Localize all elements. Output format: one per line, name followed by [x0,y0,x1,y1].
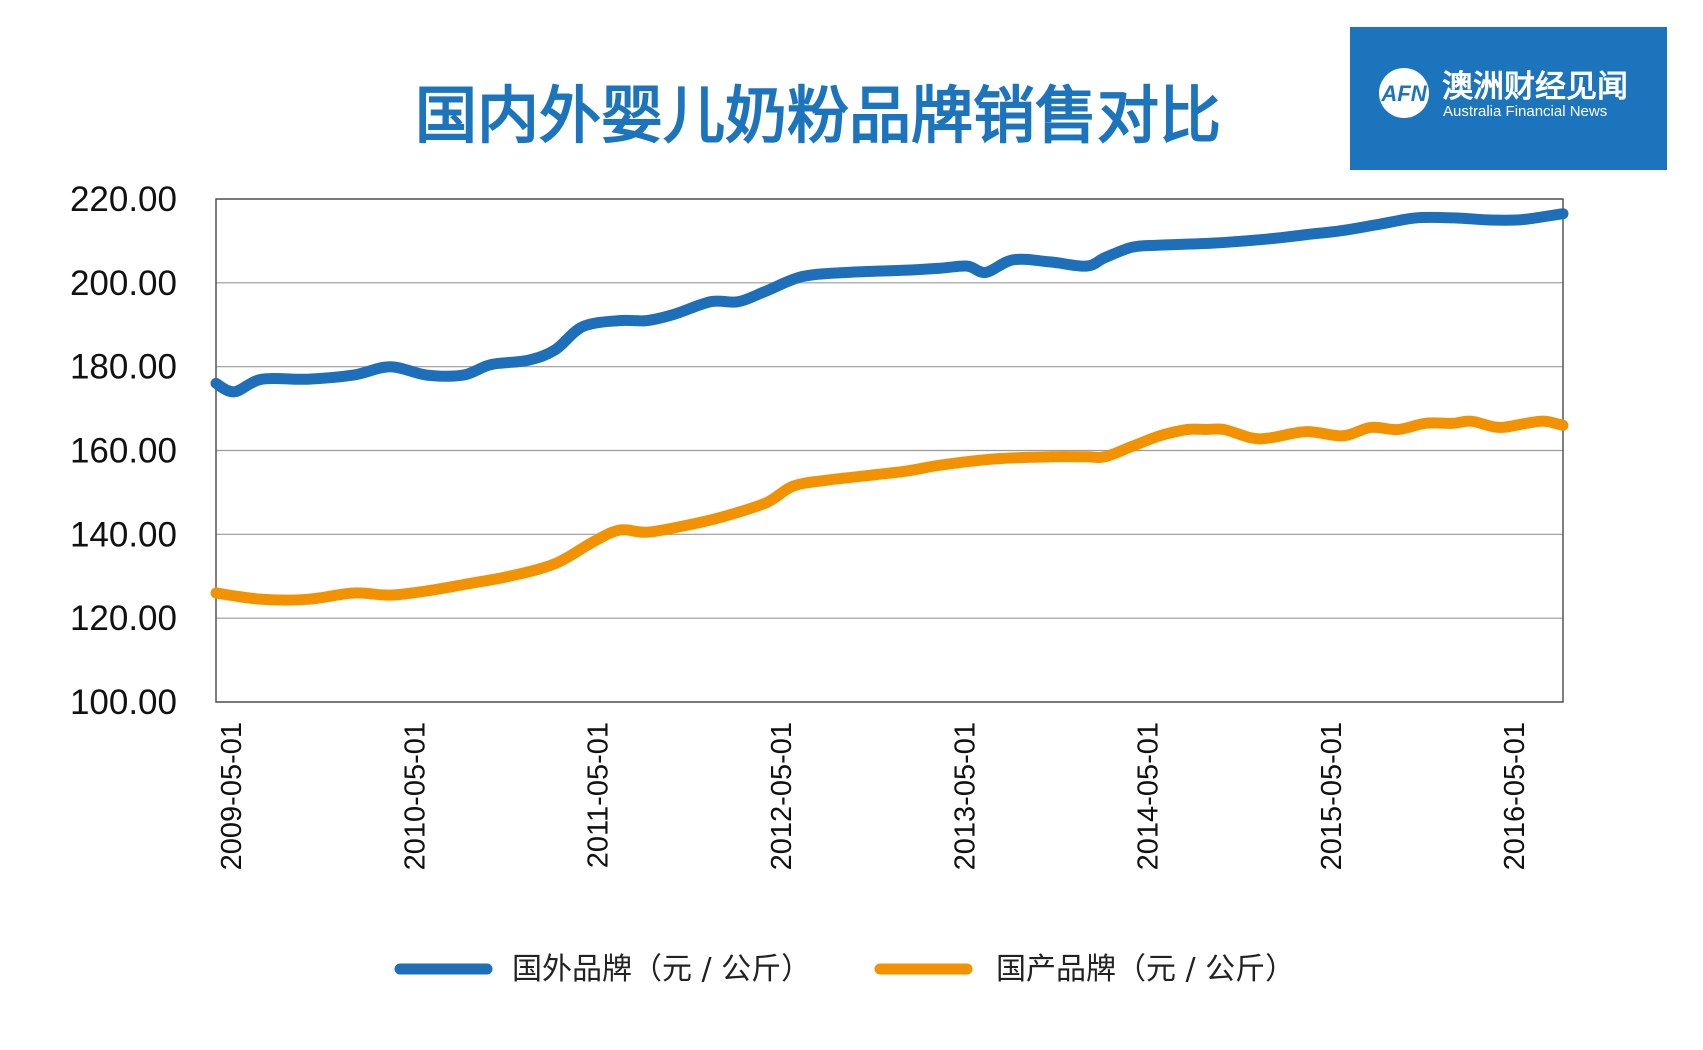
x-tick-label: 2012-05-01 [766,722,798,870]
x-axis: 2009-05-01 2010-05-01 2011-05-01 2012-05-01… [216,722,1531,870]
x-tick-label: 2009-05-01 [216,722,248,870]
x-tick-label: 2014-05-01 [1133,722,1165,870]
y-tick-label: 100.00 [70,683,177,722]
y-tick-label: 180.00 [70,348,177,387]
y-axis: 220.00 200.00 180.00 160.00 140.00 120.00 100.… [70,180,177,722]
x-tick-label: 2015-05-01 [1316,722,1348,870]
logo-mark: AFN [1380,81,1427,106]
series-group [210,208,1569,606]
logo-name-cn: 澳洲财经见闻 [1442,69,1628,105]
x-tick-label: 2011-05-01 [583,722,615,868]
y-tick-label: 140.00 [70,515,177,554]
x-tick-label: 2016-05-01 [1499,722,1531,870]
legend: 国外品牌（元 / 公斤） 国产品牌（元 / 公斤） [394,952,1295,987]
chart-title: 国内外婴儿奶粉品牌销售对比 [415,79,1221,152]
y-tick-label: 120.00 [70,599,177,638]
legend-label-foreign: 国外品牌（元 / 公斤） [512,952,811,987]
plot-frame [215,198,1564,703]
x-tick-label: 2013-05-01 [949,722,981,870]
y-tick-label: 220.00 [70,180,177,219]
y-tick-label: 200.00 [70,264,177,303]
logo-circle-icon [1379,68,1429,118]
y-tick-label: 160.00 [70,432,177,471]
logo: AFN 澳洲财经见闻 Australia Financial News [1350,27,1667,170]
series-line-domestic [210,415,1569,606]
legend-label-domestic: 国产品牌（元 / 公斤） [996,952,1295,987]
series-line-foreign [210,208,1569,398]
x-tick-label: 2010-05-01 [399,722,431,870]
logo-name-en: Australia Financial News [1443,103,1607,120]
